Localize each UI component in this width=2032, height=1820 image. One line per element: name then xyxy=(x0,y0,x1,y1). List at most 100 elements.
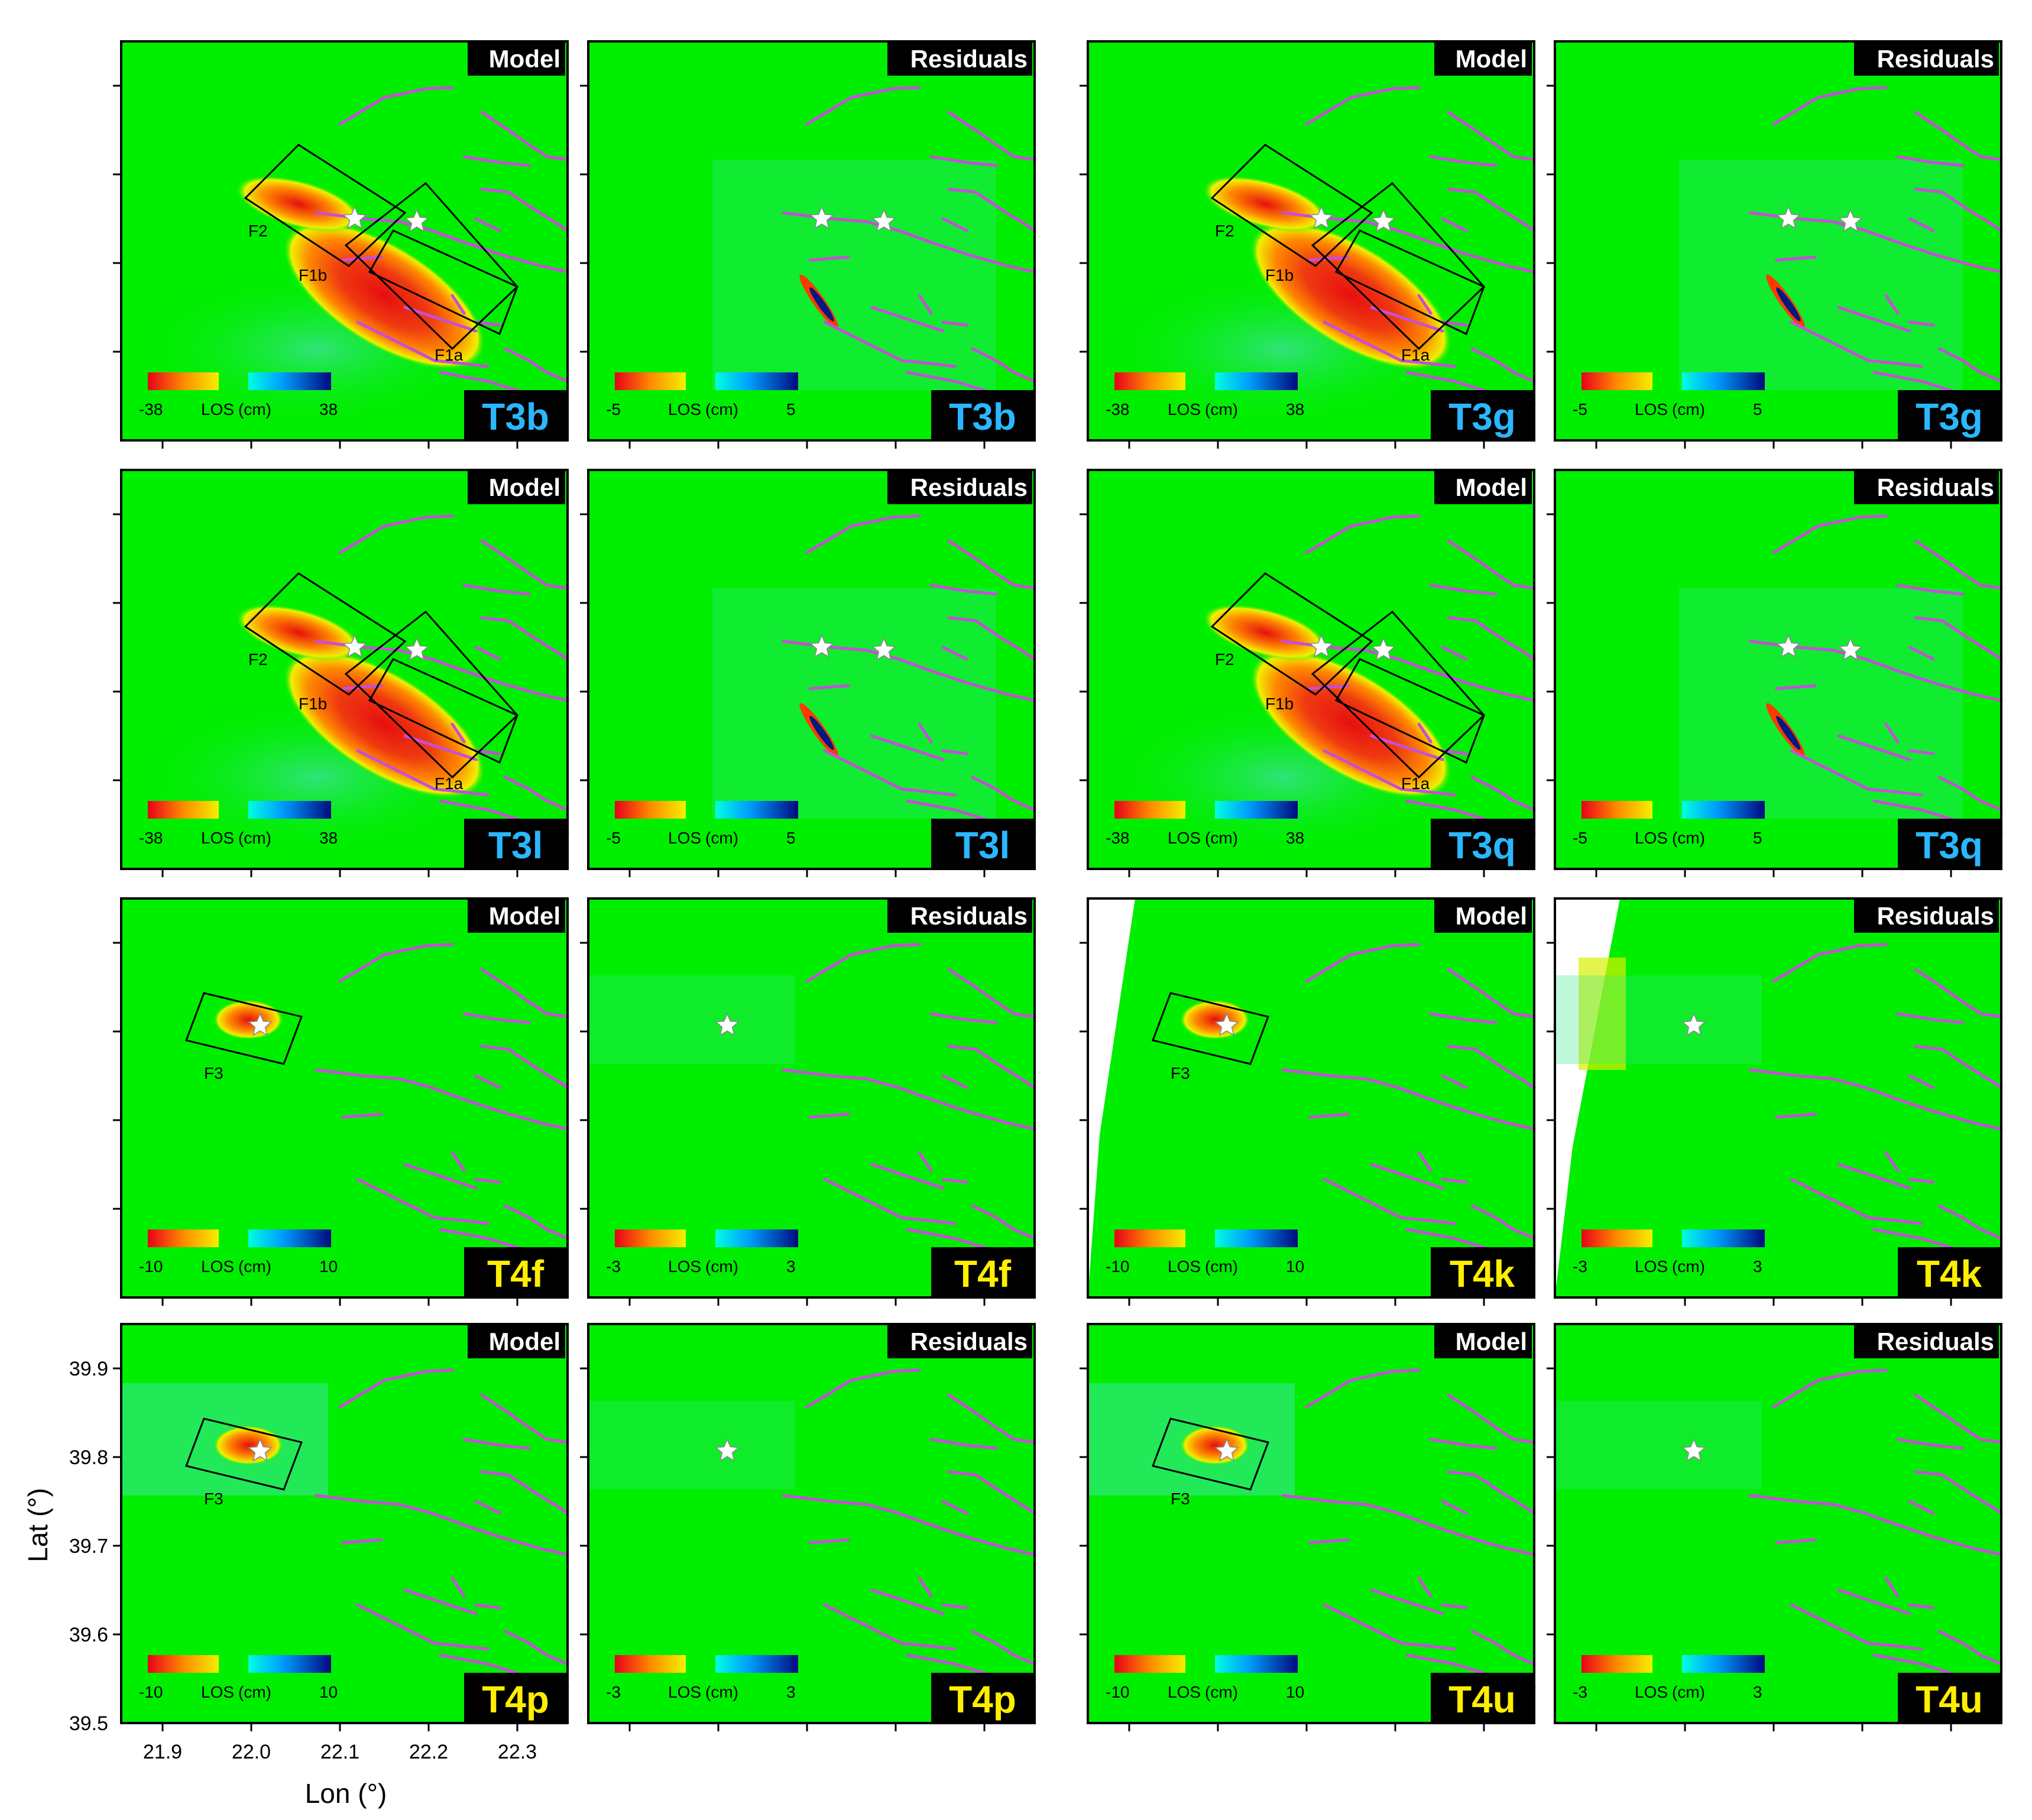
track-label: T4p xyxy=(482,1678,549,1721)
residual-patch xyxy=(1679,160,1963,390)
fault-trace xyxy=(971,1204,1036,1240)
fault-plane-outline xyxy=(1334,658,1485,764)
colorbar-min-label: -10 xyxy=(1106,1257,1129,1276)
fault-trace xyxy=(1323,1603,1456,1651)
fault-trace xyxy=(918,294,933,315)
fault-trace xyxy=(782,640,1036,702)
track-label-box xyxy=(1431,1247,1534,1297)
fault-plane-outline xyxy=(1334,229,1485,336)
colorbar-max-label: 5 xyxy=(786,829,796,847)
colorbar-unit: (cm) xyxy=(705,1257,738,1276)
fault-trace xyxy=(315,211,569,274)
fault-trace xyxy=(823,1603,957,1651)
epicenter-star-icon xyxy=(809,206,834,229)
fault-trace xyxy=(480,111,569,161)
colorbar-positive xyxy=(715,372,798,390)
fault-trace xyxy=(1884,1576,1900,1598)
colorbar-max-label: 10 xyxy=(319,1257,338,1276)
track-label-box xyxy=(1431,819,1534,869)
fault-trace xyxy=(782,1494,1036,1556)
fault-trace xyxy=(808,1112,850,1119)
fault-trace xyxy=(1441,1603,1468,1610)
track-label-box xyxy=(1431,390,1534,440)
fault-trace xyxy=(480,968,569,1018)
fault-trace xyxy=(1775,684,1817,690)
fault-trace xyxy=(1914,187,2003,232)
colorbar-negative xyxy=(615,372,686,390)
colorbar-unit: (cm) xyxy=(705,400,738,418)
panel-frame xyxy=(1554,1323,2002,1724)
track-label-box xyxy=(1898,1673,2001,1723)
y-tick-label: 39.8 xyxy=(69,1446,108,1469)
residuals-tag-label: Residuals xyxy=(1877,473,1994,501)
residuals-tag-label: Residuals xyxy=(1877,902,1994,930)
fault-trace xyxy=(1790,1603,1923,1651)
residual-patch xyxy=(712,160,996,390)
colorbar-unit-label: LOS xyxy=(1168,1683,1201,1701)
fault-trace xyxy=(356,1603,490,1651)
fault-trace xyxy=(504,1630,569,1666)
track-label-box xyxy=(1898,1247,2001,1297)
fault-trace xyxy=(1323,320,1456,368)
panel-frame xyxy=(587,40,1036,442)
colorbar-unit: (cm) xyxy=(1205,1257,1238,1276)
colorbar-unit: (cm) xyxy=(238,1683,271,1701)
fault-trace xyxy=(1775,1112,1817,1119)
epicenter-star-icon xyxy=(1214,1438,1239,1462)
fault-trace xyxy=(947,616,1036,661)
track-label: T3l xyxy=(488,824,543,867)
fault-trace xyxy=(480,1393,569,1444)
colorbar-positive xyxy=(1682,801,1765,819)
no-data-region xyxy=(1555,898,1620,1297)
residuals-tag xyxy=(887,898,1032,933)
fault-trace xyxy=(1417,294,1433,315)
colorbar-min-label: -10 xyxy=(139,1683,163,1701)
epicenter-star-icon xyxy=(1681,1438,1706,1462)
track-label-box xyxy=(464,390,568,440)
fault-trace xyxy=(1884,294,1900,315)
fault-trace xyxy=(1281,1068,1536,1131)
colorbar-unit-label: LOS xyxy=(668,1683,701,1701)
fault-trace xyxy=(474,1074,501,1089)
fault-trace xyxy=(474,217,501,232)
y-tick-label: 39.9 xyxy=(69,1358,108,1380)
panel-frame xyxy=(1087,40,1535,442)
residuals-tag xyxy=(1854,1324,1999,1358)
fault-trace xyxy=(474,1603,501,1610)
residual-patch xyxy=(588,975,795,1064)
colorbar-unit: (cm) xyxy=(238,400,271,418)
fault-trace xyxy=(870,734,945,761)
track-label-box xyxy=(931,1673,1035,1723)
colorbar-negative xyxy=(1581,801,1652,819)
residuals-tag-label: Residuals xyxy=(910,1328,1028,1355)
fault-trace xyxy=(1429,583,1498,596)
fault-plane-outline xyxy=(1210,144,1373,267)
epicenter-star-icon xyxy=(1681,1013,1706,1036)
fault-trace xyxy=(941,1074,968,1089)
colorbar-min-label: -5 xyxy=(1573,829,1587,847)
deformation-lobe-f2 xyxy=(235,176,362,232)
fault-plane-outline xyxy=(368,658,518,764)
fault-trace xyxy=(1305,514,1421,554)
track-label-box xyxy=(464,1673,568,1723)
residuals-tag xyxy=(1854,470,1999,504)
panel: F3 -10 LOS (cm) 10 Model T4p xyxy=(113,1323,569,1731)
fault-trace xyxy=(1305,86,1421,126)
track-label: T3g xyxy=(1916,395,1983,438)
epicenter-star-icon xyxy=(404,637,429,661)
panel-frame xyxy=(587,897,1036,1299)
fault-trace xyxy=(462,1012,531,1024)
epicenter-star-icon xyxy=(1371,637,1396,661)
colorbar-positive xyxy=(248,372,331,390)
residual-patch xyxy=(712,588,996,819)
track-label: T4p xyxy=(949,1678,1016,1721)
colorbar-positive xyxy=(248,801,331,819)
fault-trace xyxy=(1908,1177,1935,1184)
fault-trace xyxy=(315,1068,569,1131)
fault-plane-outline xyxy=(1210,572,1373,696)
colorbar-min-label: -10 xyxy=(1106,1683,1129,1701)
fault-trace xyxy=(823,749,957,797)
fault-trace xyxy=(338,1368,454,1409)
panel-frame xyxy=(120,1323,569,1724)
